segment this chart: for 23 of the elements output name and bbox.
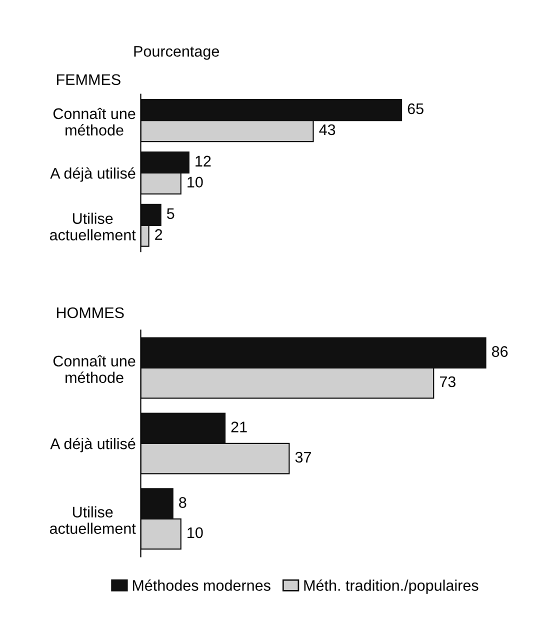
data-label: 43 [319,124,336,136]
data-label: 73 [440,376,456,388]
chart-title: FEMMES [57,74,120,86]
chart-title: HOMMES [57,307,124,318]
data-label: 21 [231,422,247,432]
data-label: 65 [408,103,424,114]
y-tick-label: A déjà utilisé [50,438,136,452]
data-label: 10 [188,527,203,538]
data-label: 86 [492,346,508,357]
x-axis-title: Pourcentage [134,46,219,60]
y-tick-label: Connaît une méthode [53,108,136,136]
data-label: 5 [166,208,174,220]
y-tick-label: Connaît une méthode [53,355,136,383]
data-label: 2 [155,229,162,240]
data-label: 12 [196,156,211,166]
y-tick-label: A déjà utilisé [50,167,136,182]
data-label: 8 [179,497,186,508]
y-tick-label: Utilise actuellement [50,506,136,534]
legend-label: Méthodes modernes [132,579,270,591]
legend-label: Méth. tradition./populaires [304,579,478,594]
data-label: 10 [188,176,203,188]
y-tick-label: Utilise actuellement [50,212,136,240]
data-label: 37 [295,452,311,463]
